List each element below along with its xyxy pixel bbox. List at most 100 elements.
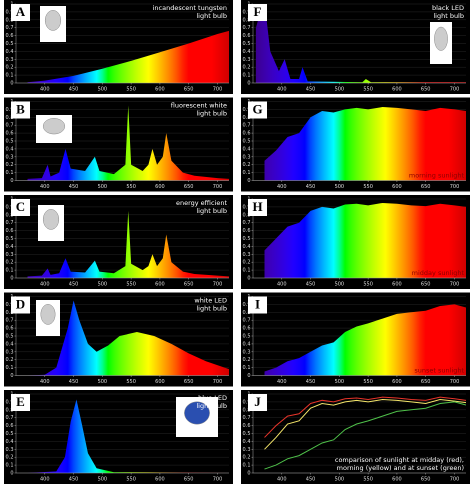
y-tick-label: 0.5 [6, 139, 14, 145]
y-tick-label: 0.5 [243, 334, 251, 340]
x-tick-label: 450 [69, 282, 79, 288]
x-tick-label: 600 [392, 477, 402, 483]
annotation: blue LED [198, 394, 227, 402]
x-tick-label: 600 [392, 379, 402, 385]
bulb-icon-glass [44, 10, 62, 31]
x-tick-label: 500 [335, 477, 345, 483]
y-tick-label: 0.2 [243, 260, 251, 266]
y-tick-label: 0.1 [6, 365, 14, 371]
y-tick-label: 0.5 [243, 431, 251, 437]
x-tick-label: 500 [98, 184, 108, 190]
y-tick-label: 0.2 [243, 455, 251, 461]
x-tick-label: 600 [155, 379, 165, 385]
y-tick-label: 0.8 [243, 407, 251, 413]
y-tick-label: 0.1 [6, 463, 14, 469]
y-tick-label: 0.4 [6, 49, 14, 55]
y-tick-label: 0.1 [243, 170, 251, 176]
annotation: light bulb [433, 12, 464, 20]
panel-letter: B [16, 101, 25, 116]
x-tick-label: 650 [421, 379, 431, 385]
y-tick-label: 0 [10, 178, 13, 184]
y-tick-label: 0.9 [6, 399, 14, 405]
x-tick-label: 400 [277, 87, 287, 93]
panel: 00.10.20.30.40.50.60.70.80.9140045050055… [241, 390, 470, 484]
annotation: morning (yellow) and at sunset (green) [337, 464, 464, 472]
y-tick-label: 0.2 [6, 162, 14, 168]
panel: 00.10.20.30.40.50.60.70.80.9140045050055… [4, 292, 233, 387]
y-tick-label: 0.3 [6, 349, 14, 355]
y-tick-label: 0.6 [6, 228, 14, 234]
y-tick-label: 0.2 [243, 65, 251, 71]
y-tick-label: 0.4 [243, 439, 251, 445]
y-tick-label: 0.2 [6, 260, 14, 266]
annotation: energy efficient [176, 199, 227, 207]
panel-letter: A [16, 4, 26, 19]
x-tick-label: 450 [69, 477, 79, 483]
x-tick-label: 450 [306, 379, 316, 385]
y-tick-label: 0.9 [243, 107, 251, 113]
y-tick-label: 0 [10, 276, 13, 282]
panel-letter-box [248, 101, 267, 119]
x-tick-label: 600 [392, 282, 402, 288]
panel-letter-box [11, 4, 30, 21]
y-tick-label: 0.3 [243, 154, 251, 160]
x-tick-label: 600 [155, 477, 165, 483]
y-tick-label: 0.3 [243, 349, 251, 355]
panel: 00.10.20.30.40.50.60.70.80.9140045050055… [241, 195, 470, 289]
y-tick-label: 0.8 [243, 310, 251, 316]
x-tick-label: 550 [363, 87, 373, 93]
panel: 00.10.20.30.40.50.60.70.80.9140045050055… [4, 97, 233, 192]
x-tick-label: 650 [184, 477, 194, 483]
x-tick-label: 650 [421, 184, 431, 190]
y-tick-label: 0.4 [243, 146, 251, 152]
y-tick-label: 0.1 [6, 73, 14, 79]
spectrum-area [27, 105, 229, 181]
x-tick-label: 650 [421, 477, 431, 483]
annotation: white LED [194, 297, 227, 305]
panel-letter: C [16, 199, 25, 214]
x-tick-label: 700 [450, 477, 460, 483]
x-tick-label: 550 [363, 184, 373, 190]
panel-letter-box [248, 296, 267, 314]
y-tick-label: 0.7 [243, 25, 251, 31]
y-tick-label: 0.8 [6, 407, 14, 413]
x-tick-label: 400 [277, 282, 287, 288]
panel-letter-box [248, 394, 267, 411]
annotation: midday sunlight [412, 269, 465, 277]
y-tick-label: 0 [247, 178, 250, 184]
y-tick-label: 0.7 [243, 123, 251, 129]
y-tick-label: 0.5 [6, 431, 14, 437]
x-tick-label: 650 [184, 379, 194, 385]
y-tick-label: 0.3 [6, 252, 14, 258]
y-tick-label: 0.9 [243, 302, 251, 308]
x-tick-label: 550 [126, 477, 136, 483]
spectrum-area [27, 300, 229, 376]
y-tick-label: 0.5 [243, 139, 251, 145]
x-tick-label: 550 [363, 477, 373, 483]
panel-letter-box [248, 4, 267, 21]
annotation: light bulb [196, 402, 227, 410]
y-tick-label: 0.7 [6, 318, 14, 324]
y-tick-label: 0 [247, 81, 250, 87]
spectrum-area [264, 304, 466, 376]
panel-letter-box [11, 296, 30, 314]
x-tick-label: 450 [69, 379, 79, 385]
y-tick-label: 0.5 [243, 41, 251, 47]
spectrum-area [255, 7, 466, 83]
panel-letter-box [11, 394, 30, 411]
bulb-icon-glass [184, 401, 210, 425]
y-tick-label: 0.8 [6, 310, 14, 316]
x-tick-label: 700 [450, 282, 460, 288]
x-tick-label: 550 [126, 379, 136, 385]
x-tick-label: 550 [363, 282, 373, 288]
x-tick-label: 550 [126, 184, 136, 190]
annotation: incandescent tungsten [153, 4, 227, 12]
x-tick-label: 400 [40, 282, 50, 288]
y-tick-label: 0.3 [243, 447, 251, 453]
y-tick-label: 0.5 [243, 236, 251, 242]
y-tick-label: 0.4 [6, 439, 14, 445]
bulb-icon-glass [434, 26, 448, 51]
spectrum-line [264, 396, 466, 438]
x-tick-label: 500 [98, 477, 108, 483]
x-tick-label: 450 [69, 87, 79, 93]
